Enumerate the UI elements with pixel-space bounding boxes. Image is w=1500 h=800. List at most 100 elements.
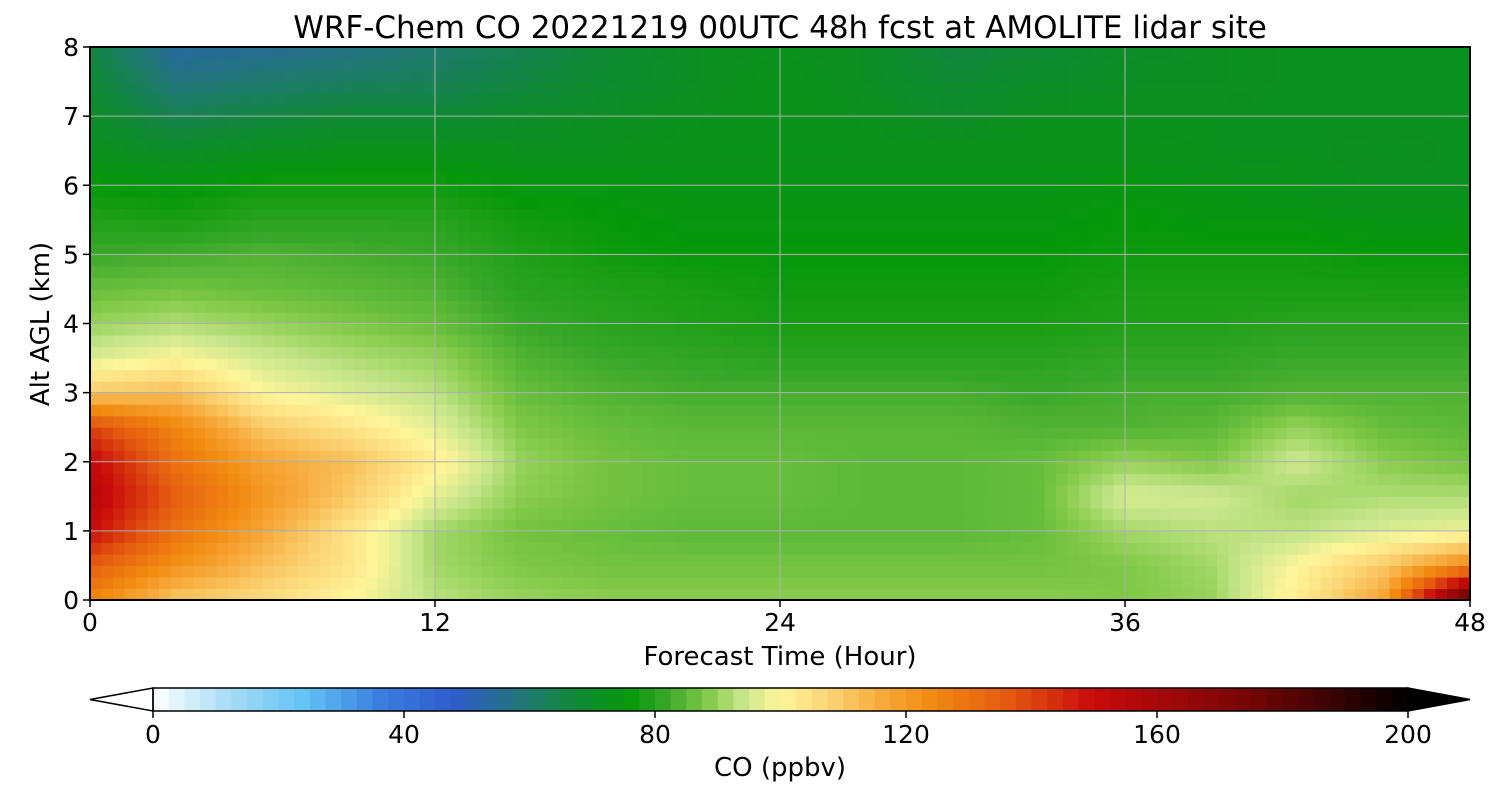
heatmap-cell: [308, 335, 321, 348]
heatmap-cell: [412, 335, 425, 348]
heatmap-cell: [1251, 438, 1264, 451]
heatmap-cell: [607, 484, 620, 497]
heatmap-cell: [262, 323, 275, 336]
heatmap-cell: [906, 81, 919, 94]
heatmap-cell: [1240, 242, 1253, 255]
heatmap-cell: [136, 116, 149, 129]
heatmap-cell: [492, 70, 505, 83]
heatmap-cell: [630, 507, 643, 520]
heatmap-cell: [423, 208, 436, 221]
heatmap-cell: [1148, 507, 1161, 520]
heatmap-cell: [354, 47, 367, 60]
heatmap-cell: [274, 576, 287, 590]
heatmap-cell: [136, 450, 149, 463]
heatmap-cell: [1228, 553, 1241, 567]
heatmap-cell: [1044, 208, 1057, 221]
heatmap-cell: [124, 392, 137, 405]
heatmap-cell: [423, 415, 436, 428]
heatmap-cell: [251, 335, 264, 348]
heatmap-cell: [113, 565, 126, 578]
heatmap-cell: [1033, 369, 1046, 382]
heatmap-cell: [159, 196, 172, 209]
heatmap-cell: [446, 162, 459, 175]
heatmap-cell: [883, 473, 896, 486]
heatmap-cell: [205, 404, 218, 417]
heatmap-cell: [998, 553, 1011, 567]
heatmap-cell: [377, 185, 390, 198]
heatmap-cell: [1217, 553, 1230, 567]
heatmap-cell: [550, 162, 563, 175]
heatmap-cell: [699, 323, 712, 336]
heatmap-cell: [906, 346, 919, 359]
heatmap-cell: [297, 254, 310, 267]
heatmap-cell: [308, 265, 321, 279]
heatmap-cell: [228, 173, 241, 186]
heatmap-cell: [458, 150, 471, 163]
heatmap-cell: [504, 81, 517, 94]
heatmap-cell: [906, 265, 919, 279]
heatmap-cell: [113, 58, 126, 71]
heatmap-cell: [734, 277, 747, 290]
heatmap-cell: [803, 450, 816, 463]
heatmap-cell: [630, 542, 643, 555]
heatmap-cell: [1067, 358, 1080, 371]
heatmap-cell: [711, 369, 724, 382]
heatmap-cell: [239, 507, 252, 520]
heatmap-cell: [1079, 542, 1092, 555]
heatmap-cell: [1274, 404, 1287, 417]
heatmap-cell: [607, 588, 620, 600]
heatmap-cell: [906, 588, 919, 600]
heatmap-cell: [837, 392, 850, 405]
heatmap-cell: [458, 58, 471, 71]
heatmap-cell: [1113, 392, 1126, 405]
heatmap-cell: [435, 173, 448, 186]
heatmap-cell: [400, 208, 413, 221]
heatmap-cell: [366, 438, 379, 451]
heatmap-cell: [159, 219, 172, 232]
heatmap-cell: [262, 47, 275, 60]
heatmap-cell: [619, 484, 632, 497]
heatmap-cell: [826, 70, 839, 83]
heatmap-cell: [1125, 47, 1138, 60]
heatmap-cell: [147, 358, 160, 371]
heatmap-cell: [998, 265, 1011, 279]
heatmap-cell: [826, 162, 839, 175]
heatmap-cell: [113, 127, 126, 140]
heatmap-cell: [481, 162, 494, 175]
heatmap-cell: [630, 104, 643, 117]
heatmap-cell: [1251, 173, 1264, 186]
heatmap-cell: [883, 288, 896, 302]
heatmap-cell: [297, 70, 310, 83]
heatmap-cell: [745, 173, 758, 186]
heatmap-cell: [768, 116, 781, 129]
heatmap-cell: [147, 300, 160, 313]
heatmap-cell: [159, 208, 172, 221]
heatmap-cell: [768, 81, 781, 94]
heatmap-cell: [159, 553, 172, 567]
heatmap-cell: [1240, 496, 1253, 509]
heatmap-cell: [630, 404, 643, 417]
heatmap-cell: [389, 507, 402, 520]
heatmap-cell: [274, 104, 287, 117]
heatmap-cell: [883, 127, 896, 140]
heatmap-cell: [906, 565, 919, 578]
heatmap-cell: [205, 231, 218, 244]
heatmap-cell: [1033, 415, 1046, 428]
heatmap-cell: [561, 588, 574, 600]
heatmap-cell: [711, 104, 724, 117]
heatmap-cell: [676, 116, 689, 129]
heatmap-cell: [826, 346, 839, 359]
heatmap-cell: [205, 81, 218, 94]
heatmap-cell: [1021, 288, 1034, 302]
heatmap-cell: [1044, 173, 1057, 186]
heatmap-cell: [1079, 369, 1092, 382]
heatmap-cell: [814, 323, 827, 336]
heatmap-cell: [1240, 196, 1253, 209]
heatmap-cell: [1263, 127, 1276, 140]
heatmap-cell: [676, 93, 689, 106]
heatmap-cell: [216, 47, 229, 60]
heatmap-cell: [711, 496, 724, 509]
heatmap-cell: [366, 196, 379, 209]
heatmap-cell: [906, 507, 919, 520]
heatmap-cell: [423, 335, 436, 348]
